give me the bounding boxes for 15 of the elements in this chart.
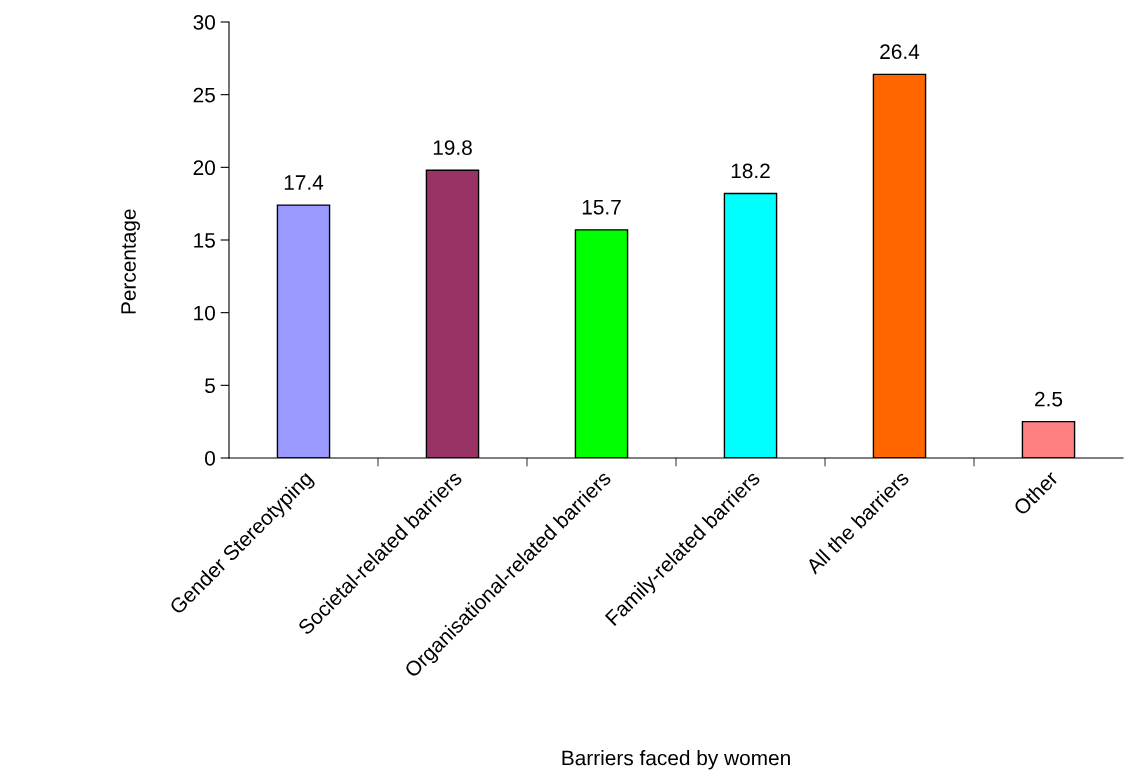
y-tick-label: 20 [193,160,215,176]
data-label: 15.7 [582,200,621,215]
y-tick-label: 25 [193,87,215,103]
y-tick-label: 30 [193,15,215,30]
y-tick-label: 10 [194,305,215,321]
data-label: 18.2 [731,163,770,179]
y-tick-label: 0 [205,451,215,466]
x-axis-title: Barriers faced by women [562,750,790,770]
data-label: 26.4 [880,44,920,60]
data-label: 2.5 [1035,391,1063,407]
y-axis-title: Percentage [121,209,140,314]
y-tick-label: 5 [205,378,215,394]
data-label: 19.8 [433,140,472,156]
y-tick-label: 15 [194,233,215,248]
data-label: 17.4 [284,175,324,190]
